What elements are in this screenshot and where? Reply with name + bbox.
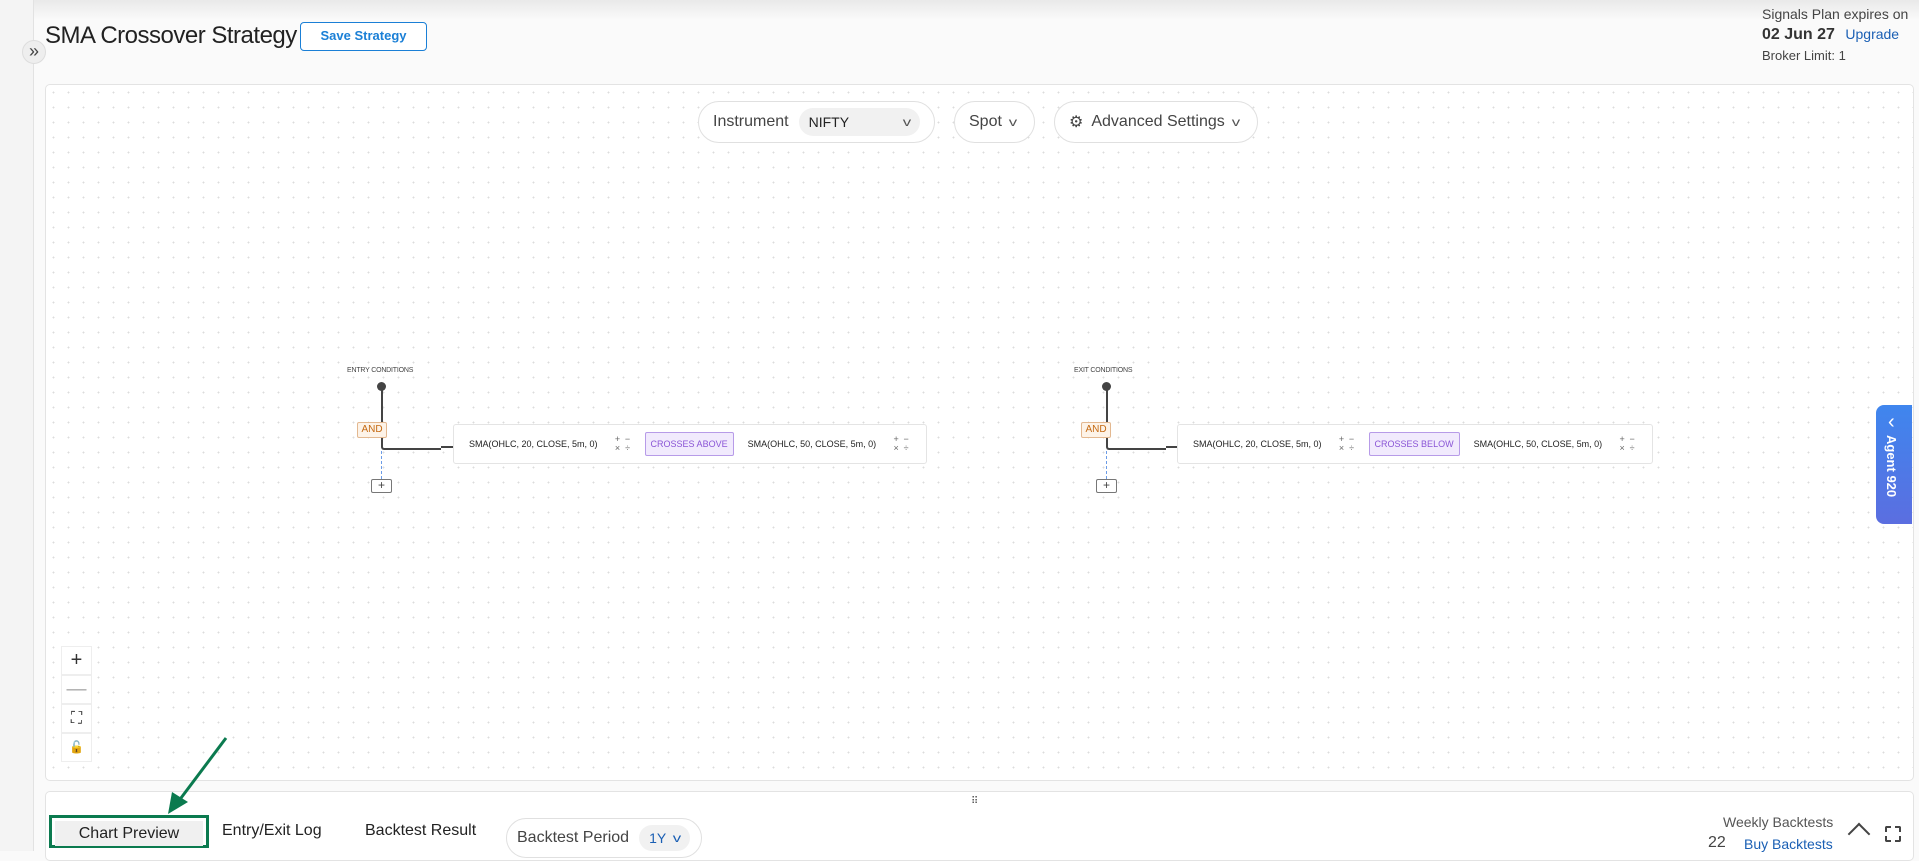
entry-conditions-label: ENTRY CONDITIONS bbox=[347, 367, 414, 374]
plus-icon[interactable]: + bbox=[1619, 434, 1625, 444]
chevron-down-icon: v bbox=[1008, 115, 1018, 129]
zoom-out-button[interactable]: — bbox=[61, 675, 92, 704]
minus-icon[interactable]: − bbox=[1348, 434, 1355, 444]
times-icon[interactable]: × bbox=[893, 443, 899, 453]
times-icon[interactable]: × bbox=[614, 443, 621, 453]
expand-sidebar-button[interactable]: » bbox=[22, 40, 46, 64]
divide-icon[interactable]: ÷ bbox=[903, 443, 909, 453]
backtest-period-label: Backtest Period bbox=[517, 829, 630, 846]
operator-buttons: + − × ÷ bbox=[1617, 435, 1637, 453]
zoom-in-button[interactable]: + bbox=[61, 646, 92, 675]
add-condition-button[interactable]: + bbox=[371, 479, 392, 493]
operator-buttons: + − × ÷ bbox=[613, 435, 633, 453]
backtest-period-selector[interactable]: Backtest Period 1Y v bbox=[506, 818, 702, 858]
instrument-value: NIFTY bbox=[808, 114, 850, 130]
chevron-left-icon: ‹ bbox=[1888, 411, 1895, 433]
plan-text: Signals Plan expires on bbox=[1762, 6, 1909, 22]
bottom-panel bbox=[45, 791, 1914, 861]
gear-icon: ⚙ bbox=[1069, 114, 1084, 131]
weekly-backtests-count: 22 bbox=[1708, 834, 1726, 851]
page-title: SMA Crossover Strategy bbox=[45, 22, 297, 49]
spot-label: Spot bbox=[969, 113, 1002, 130]
annotation-arrow bbox=[168, 737, 228, 814]
times-icon[interactable]: × bbox=[1619, 443, 1625, 453]
chevron-down-icon: v bbox=[672, 831, 682, 845]
operator-buttons: + − × ÷ bbox=[891, 435, 911, 453]
chevron-down-icon: v bbox=[1231, 115, 1240, 129]
exit-root-node bbox=[1102, 382, 1111, 391]
comparator-badge[interactable]: CROSSES ABOVE bbox=[644, 432, 734, 456]
add-condition-button[interactable]: + bbox=[1096, 479, 1117, 493]
entry-and-operator[interactable]: AND bbox=[357, 422, 387, 438]
instrument-selector[interactable]: Instrument NIFTY v bbox=[698, 101, 935, 143]
fullscreen-icon[interactable] bbox=[1885, 826, 1901, 842]
tab-chart-preview[interactable]: Chart Preview bbox=[49, 815, 209, 848]
advanced-settings-label: Advanced Settings bbox=[1091, 113, 1225, 130]
backtest-period-dropdown[interactable]: 1Y v bbox=[639, 825, 691, 851]
buy-backtests-link[interactable]: Buy Backtests bbox=[1744, 836, 1833, 852]
divide-icon[interactable]: ÷ bbox=[625, 443, 631, 453]
plus-icon[interactable]: + bbox=[1338, 434, 1345, 444]
connector-line bbox=[381, 390, 383, 422]
connector-line bbox=[381, 438, 441, 450]
minus-icon[interactable]: − bbox=[903, 434, 909, 444]
instrument-label: Instrument bbox=[713, 113, 789, 130]
chevron-down-icon: v bbox=[902, 115, 912, 129]
divide-icon[interactable]: ÷ bbox=[1349, 443, 1355, 453]
period-value: 1Y bbox=[649, 830, 667, 846]
connector-line bbox=[1106, 438, 1166, 450]
divide-icon[interactable]: ÷ bbox=[1629, 443, 1635, 453]
connector-line bbox=[441, 446, 453, 448]
times-icon[interactable]: × bbox=[1338, 443, 1345, 453]
exit-conditions-label: EXIT CONDITIONS bbox=[1074, 367, 1133, 374]
entry-root-node bbox=[377, 382, 386, 391]
left-indicator[interactable]: SMA(OHLC, 20, CLOSE, 5m, 0) bbox=[1193, 439, 1322, 449]
plan-date: 02 Jun 27 bbox=[1762, 26, 1835, 43]
exit-and-operator[interactable]: AND bbox=[1081, 422, 1111, 438]
right-indicator[interactable]: SMA(OHLC, 50, CLOSE, 5m, 0) bbox=[1473, 439, 1603, 449]
operator-buttons: + − × ÷ bbox=[1337, 435, 1357, 453]
connector-line bbox=[1106, 390, 1108, 422]
broker-limit: Broker Limit: 1 bbox=[1762, 48, 1846, 63]
advanced-settings-dropdown[interactable]: ⚙ Advanced Settings v bbox=[1054, 101, 1258, 143]
tab-backtest-result[interactable]: Backtest Result bbox=[365, 822, 477, 839]
agent-label: Agent 920 bbox=[1884, 435, 1899, 498]
plus-icon[interactable]: + bbox=[893, 434, 899, 444]
agent-panel-tab[interactable]: ‹ Agent 920 bbox=[1876, 405, 1912, 524]
comparator-badge[interactable]: CROSSES BELOW bbox=[1368, 432, 1460, 456]
instrument-dropdown[interactable]: NIFTY v bbox=[798, 108, 920, 136]
sidebar bbox=[0, 0, 34, 851]
left-indicator[interactable]: SMA(OHLC, 20, CLOSE, 5m, 0) bbox=[469, 439, 598, 449]
drag-handle-icon[interactable]: ⠿ bbox=[971, 796, 978, 807]
minus-icon[interactable]: − bbox=[1629, 434, 1635, 444]
top-shade bbox=[34, 0, 1919, 20]
minus-icon[interactable]: − bbox=[624, 434, 631, 444]
tab-label: Chart Preview bbox=[55, 821, 203, 846]
dashed-connector bbox=[381, 451, 382, 479]
fit-view-button[interactable]: ⛶ bbox=[61, 704, 92, 733]
entry-condition-card[interactable]: SMA(OHLC, 20, CLOSE, 5m, 0) + − × ÷ CROSSES… bbox=[453, 424, 927, 464]
plus-icon[interactable]: + bbox=[614, 434, 621, 444]
lock-button[interactable]: 🔓 bbox=[61, 733, 92, 762]
upgrade-link[interactable]: Upgrade bbox=[1845, 26, 1900, 42]
tab-entry-exit-log[interactable]: Entry/Exit Log bbox=[222, 822, 322, 839]
spot-dropdown[interactable]: Spot v bbox=[954, 101, 1035, 143]
weekly-backtests-label: Weekly Backtests bbox=[1723, 814, 1834, 830]
right-indicator[interactable]: SMA(OHLC, 50, CLOSE, 5m, 0) bbox=[747, 439, 877, 449]
dashed-connector bbox=[1106, 451, 1107, 479]
save-strategy-button[interactable]: Save Strategy bbox=[300, 22, 427, 51]
connector-line bbox=[1166, 446, 1178, 448]
exit-condition-card[interactable]: SMA(OHLC, 20, CLOSE, 5m, 0) + − × ÷ CROSSES… bbox=[1177, 424, 1653, 464]
